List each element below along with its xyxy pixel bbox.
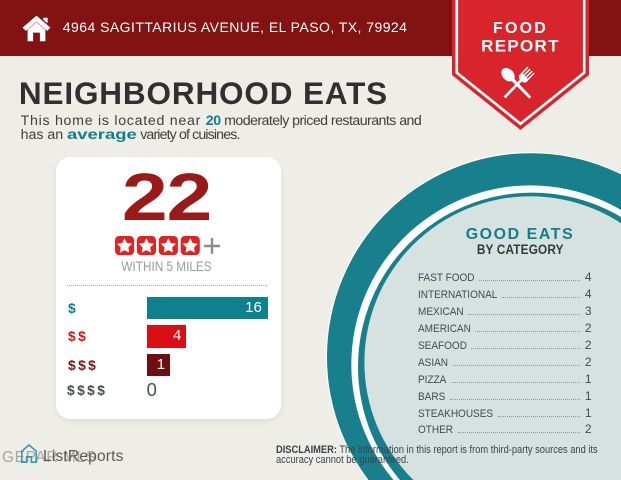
svg-text:REPORT: REPORT: [481, 37, 560, 56]
svg-text:FOOD: FOOD: [493, 20, 548, 37]
